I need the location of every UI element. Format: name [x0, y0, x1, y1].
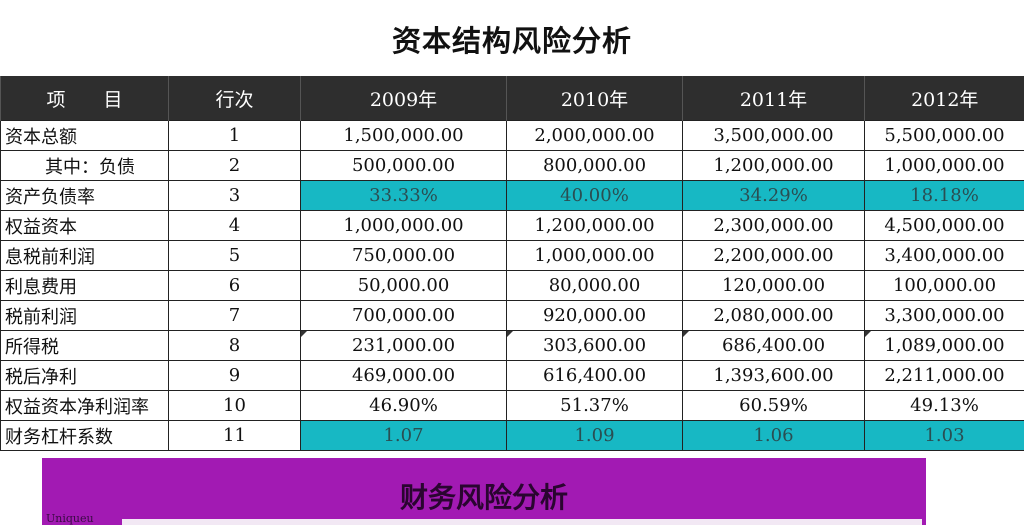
- cell-2010[interactable]: 1,000,000.00: [506, 240, 683, 271]
- row-label[interactable]: 资产负债率: [0, 180, 169, 211]
- row-line-no[interactable]: 11: [168, 420, 301, 451]
- row-label[interactable]: 所得税: [0, 330, 169, 361]
- cell-2010[interactable]: 303,600.00: [506, 330, 683, 361]
- cell-2012[interactable]: 3,300,000.00: [864, 300, 1024, 331]
- cell-2009[interactable]: 231,000.00: [300, 330, 507, 361]
- cell-2009[interactable]: 469,000.00: [300, 360, 507, 391]
- cell-2010[interactable]: 616,400.00: [506, 360, 683, 391]
- cell-2011[interactable]: 34.29%: [682, 180, 865, 211]
- banner-strip: [122, 519, 922, 525]
- cell-2011[interactable]: 3,500,000.00: [682, 120, 865, 151]
- cell-2012[interactable]: 4,500,000.00: [864, 210, 1024, 241]
- cell-2010[interactable]: 1,200,000.00: [506, 210, 683, 241]
- cell-2012[interactable]: 100,000.00: [864, 270, 1024, 301]
- cell-2011[interactable]: 686,400.00: [682, 330, 865, 361]
- cell-2009[interactable]: 50,000.00: [300, 270, 507, 301]
- cell-2010[interactable]: 80,000.00: [506, 270, 683, 301]
- cell-2010[interactable]: 1.09: [506, 420, 683, 451]
- section-title: 财务风险分析: [399, 481, 568, 514]
- cell-2009[interactable]: 500,000.00: [300, 150, 507, 181]
- cell-2011[interactable]: 1,393,600.00: [682, 360, 865, 391]
- row-line-no[interactable]: 7: [168, 300, 301, 331]
- row-label[interactable]: 权益资本: [0, 210, 169, 241]
- table-row: 财务杠杆系数 11 1.07 1.09 1.06 1.03: [0, 420, 1024, 451]
- table-row: 息税前利润 5 750,000.00 1,000,000.00 2,200,00…: [0, 240, 1024, 271]
- cell-2012[interactable]: 49.13%: [864, 390, 1024, 421]
- row-label[interactable]: 资本总额: [0, 120, 169, 151]
- row-line-no[interactable]: 3: [168, 180, 301, 211]
- header-2012: 2012年: [864, 76, 1024, 121]
- cell-2010[interactable]: 800,000.00: [506, 150, 683, 181]
- table-row: 利息费用 6 50,000.00 80,000.00 120,000.00 10…: [0, 270, 1024, 301]
- row-line-no[interactable]: 10: [168, 390, 301, 421]
- row-label[interactable]: 权益资本净利润率: [0, 390, 169, 421]
- row-label[interactable]: 税前利润: [0, 300, 169, 331]
- table-row: 税前利润 7 700,000.00 920,000.00 2,080,000.0…: [0, 300, 1024, 331]
- cell-2012[interactable]: 1,000,000.00: [864, 150, 1024, 181]
- row-label[interactable]: 税后净利: [0, 360, 169, 391]
- cell-2009[interactable]: 1,000,000.00: [300, 210, 507, 241]
- header-2009: 2009年: [300, 76, 507, 121]
- header-line-no: 行次: [168, 76, 301, 121]
- table-row: 所得税 8 231,000.00 303,600.00 686,400.00 1…: [0, 330, 1024, 361]
- table-row: 资产负债率 3 33.33% 40.00% 34.29% 18.18%: [0, 180, 1024, 211]
- cell-2011[interactable]: 60.59%: [682, 390, 865, 421]
- row-line-no[interactable]: 1: [168, 120, 301, 151]
- cell-2009[interactable]: 750,000.00: [300, 240, 507, 271]
- cell-2012[interactable]: 5,500,000.00: [864, 120, 1024, 151]
- capital-structure-table: 项 目 行次 2009年 2010年 2011年 2012年 资本总额 1 1,…: [0, 76, 1024, 451]
- table-row: 权益资本净利润率 10 46.90% 51.37% 60.59% 49.13%: [0, 390, 1024, 421]
- row-label[interactable]: 财务杠杆系数: [0, 420, 169, 451]
- row-label[interactable]: 息税前利润: [0, 240, 169, 271]
- cell-2009[interactable]: 46.90%: [300, 390, 507, 421]
- cell-2011[interactable]: 2,300,000.00: [682, 210, 865, 241]
- cell-2010[interactable]: 51.37%: [506, 390, 683, 421]
- cell-2011[interactable]: 1,200,000.00: [682, 150, 865, 181]
- cell-2012[interactable]: 1.03: [864, 420, 1024, 451]
- header-2011: 2011年: [682, 76, 865, 121]
- header-item: 项 目: [0, 76, 169, 121]
- cell-2010[interactable]: 920,000.00: [506, 300, 683, 331]
- row-line-no[interactable]: 2: [168, 150, 301, 181]
- cell-2012[interactable]: 1,089,000.00: [864, 330, 1024, 361]
- row-label[interactable]: 利息费用: [0, 270, 169, 301]
- cell-2012[interactable]: 2,211,000.00: [864, 360, 1024, 391]
- row-line-no[interactable]: 5: [168, 240, 301, 271]
- cell-2009[interactable]: 1.07: [300, 420, 507, 451]
- row-line-no[interactable]: 4: [168, 210, 301, 241]
- row-line-no[interactable]: 6: [168, 270, 301, 301]
- cell-2011[interactable]: 1.06: [682, 420, 865, 451]
- cell-2009[interactable]: 1,500,000.00: [300, 120, 507, 151]
- cell-2012[interactable]: 3,400,000.00: [864, 240, 1024, 271]
- row-line-no[interactable]: 9: [168, 360, 301, 391]
- page-title: 资本结构风险分析: [391, 24, 632, 58]
- banner-small-text: Uniqueu: [46, 512, 94, 525]
- cell-2012[interactable]: 18.18%: [864, 180, 1024, 211]
- table-header-row: 项 目 行次 2009年 2010年 2011年 2012年: [0, 76, 1024, 121]
- table-row: 税后净利 9 469,000.00 616,400.00 1,393,600.0…: [0, 360, 1024, 391]
- cell-2011[interactable]: 2,200,000.00: [682, 240, 865, 271]
- cell-2010[interactable]: 40.00%: [506, 180, 683, 211]
- row-label[interactable]: 其中：负债: [0, 150, 169, 181]
- row-line-no[interactable]: 8: [168, 330, 301, 361]
- cell-2009[interactable]: 700,000.00: [300, 300, 507, 331]
- table-row: 其中：负债 2 500,000.00 800,000.00 1,200,000.…: [0, 150, 1024, 181]
- cell-2011[interactable]: 2,080,000.00: [682, 300, 865, 331]
- cell-2009[interactable]: 33.33%: [300, 180, 507, 211]
- table-row: 资本总额 1 1,500,000.00 2,000,000.00 3,500,0…: [0, 120, 1024, 151]
- header-2010: 2010年: [506, 76, 683, 121]
- cell-2011[interactable]: 120,000.00: [682, 270, 865, 301]
- table-row: 权益资本 4 1,000,000.00 1,200,000.00 2,300,0…: [0, 210, 1024, 241]
- cell-2010[interactable]: 2,000,000.00: [506, 120, 683, 151]
- financial-risk-banner: 财务风险分析 Uniqueu: [42, 458, 926, 525]
